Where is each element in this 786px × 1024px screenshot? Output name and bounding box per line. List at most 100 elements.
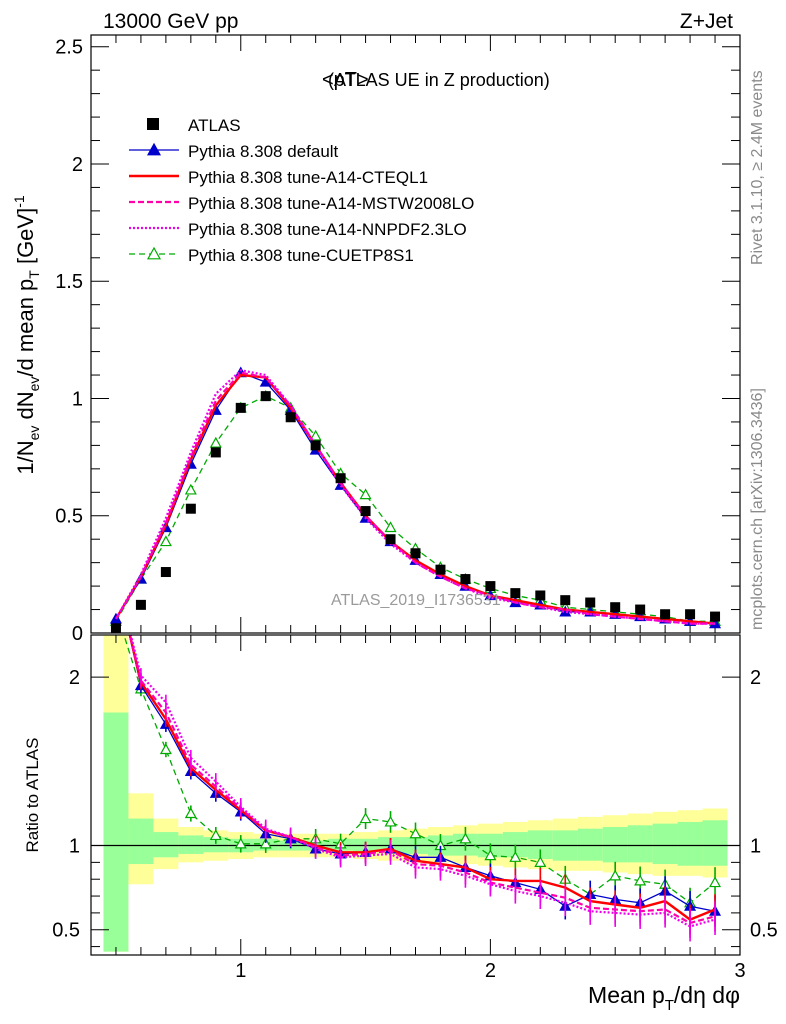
data-point-atlas [185,503,196,514]
ratio-band-green [627,825,653,863]
marker-pythia-8-308-tune-cuetp8s1 [484,849,497,861]
y-tick-label: 0.5 [55,506,83,528]
series-line-pythia-8-308-tune-a14-nnpdf2-3lo [115,369,715,625]
marker-pythia-8-308-tune-cuetp8s1 [234,837,247,849]
ratio-y-tick-label-right: 1 [750,836,761,858]
data-point-atlas [260,391,271,402]
marker-pythia-8-308-tune-cuetp8s1 [359,812,372,824]
legend-label-atlas: ATLAS [188,116,241,135]
data-point-atlas [685,609,696,620]
main-axis: 0 0.5 1 1.5 2 2.5 [55,35,741,645]
data-point-atlas [160,567,171,578]
data-point-atlas [435,564,446,575]
legend-marker-atlas [147,118,159,130]
legend-label-pythia-8-308-tune-cuetp8s1: Pythia 8.308 tune-CUETP8S1 [188,246,414,265]
ratio-band-green [153,832,179,858]
ratio-y-tick-label: 0.5 [52,920,80,942]
marker-pythia-8-308-tune-cuetp8s1 [309,429,322,441]
data-point-atlas [560,595,571,606]
data-point-atlas [585,597,596,608]
legend-label-pythia-8-308-tune-a14-mstw2008lo: Pythia 8.308 tune-A14-MSTW2008LO [188,194,474,213]
rivet-label: Rivet 3.1.10, ≥ 2.4M events [749,70,766,265]
series-line-pythia-8-308-tune-a14-cteql1 [114,373,716,625]
ratio-band-green [128,818,154,865]
x-tick-label: 3 [734,960,745,982]
legend-label-pythia-8-308-tune-a14-nnpdf2-3lo: Pythia 8.308 tune-A14-NNPDF2.3LO [188,220,467,239]
marker-pythia-8-308-tune-cuetp8s1 [159,535,172,547]
data-point-atlas [135,599,146,610]
marker-pythia-8-308-tune-cuetp8s1 [609,869,622,881]
data-point-atlas [660,609,671,620]
ratio-band-green [577,828,603,861]
data-point-atlas [360,506,371,517]
marker-pythia-8-308-tune-cuetp8s1 [509,851,522,862]
marker-pythia-8-308-tune-cuetp8s1 [409,827,422,839]
marker-pythia-8-308-tune-cuetp8s1 [209,829,222,841]
series-line-pythia-8-308-tune-a14-mstw2008lo [115,371,715,625]
x-axis-label: Mean pT/dη dφ [588,982,740,1014]
analysis-watermark: ATLAS_2019_I1736531 [331,592,501,609]
ratio-series [111,571,722,942]
ratio-band-green [702,820,728,866]
legend-marker-pythia-8-308-default [146,142,162,156]
ratio-y-tick-label-right: 0.5 [750,920,778,942]
marker-pythia-8-308-tune-cuetp8s1 [384,815,397,827]
data-point-atlas [110,623,121,634]
main-series [109,366,722,634]
plot-title-sub: (ATLAS UE in Z production) [328,70,550,90]
data-point-atlas [710,611,721,622]
legend-label-pythia-8-308-default: Pythia 8.308 default [188,142,339,161]
y-tick-label: 1.5 [55,271,83,293]
marker-pythia-8-308-tune-cuetp8s1 [259,837,272,849]
x-tick-label: 1 [235,960,246,982]
marker-pythia-8-308-tune-cuetp8s1 [209,436,222,448]
legend-marker-pythia-8-308-tune-cuetp8s1 [146,246,162,260]
series-line-pythia-8-308-default [115,371,716,625]
plot-title-main: <pT> [322,69,369,91]
x-tick-label: 2 [485,960,496,982]
marker-pythia-8-308-tune-cuetp8s1 [384,521,397,533]
ratio-y-axis-label: Ratio to ATLAS [23,738,42,853]
ratio-band-green [203,837,229,853]
mcplots-label: mcplots.cern.ch [arXiv:1306.3436] [749,388,766,630]
y-tick-label: 0 [72,623,83,645]
y-tick-label: 2.5 [55,37,83,59]
ratio-band-green [652,823,678,865]
main-panel: 0 0.5 1 1.5 2 2.5 <pT> (ATLAS UE in Z product… [11,34,741,645]
marker-pythia-8-308-tune-cuetp8s1 [534,856,547,867]
ratio-uncertainty-bands [91,635,740,952]
marker-pythia-8-308-tune-cuetp8s1 [159,743,172,755]
main-y-axis-label: 1/Nev dNev/d mean pT [GeV]-1 [11,195,42,475]
marker-pythia-8-308-default [111,571,121,580]
data-point-atlas [635,604,646,615]
data-point-atlas [610,602,621,613]
ratio-band-green [602,827,628,863]
legend: ATLAS Pythia 8.308 default Pythia 8.308 tu… [129,116,474,265]
series-line-pythia-8-308-tune-cuetp8s1 [115,395,715,622]
y-tick-label: 2 [72,154,83,176]
ratio-band-green [103,712,129,952]
data-point-atlas [535,590,546,601]
ratio-y-tick-label: 1 [69,836,80,858]
legend-label-pythia-8-308-tune-a14-cteql1: Pythia 8.308 tune-A14-CTEQL1 [188,168,428,187]
ratio-band-green [178,835,204,854]
data-point-atlas [235,402,246,413]
marker-pythia-8-308-tune-cuetp8s1 [184,483,197,495]
data-point-atlas [385,534,396,545]
marker-pythia-8-308-tune-cuetp8s1 [634,874,647,886]
data-point-atlas [310,440,321,451]
data-point-atlas [335,473,346,484]
marker-pythia-8-308-tune-cuetp8s1 [184,807,197,819]
marker-pythia-8-308-tune-cuetp8s1 [459,832,472,844]
data-point-atlas [210,447,221,458]
data-point-atlas [485,581,496,592]
data-point-atlas [285,412,296,423]
process-label: Z+Jet [680,10,733,33]
data-point-atlas [510,588,521,599]
ratio-band-green [677,821,703,866]
ratio-y-tick-label: 2 [69,667,80,689]
marker-pythia-8-308-tune-cuetp8s1 [709,876,722,888]
y-tick-label: 1 [72,388,83,410]
data-point-atlas [410,548,421,559]
